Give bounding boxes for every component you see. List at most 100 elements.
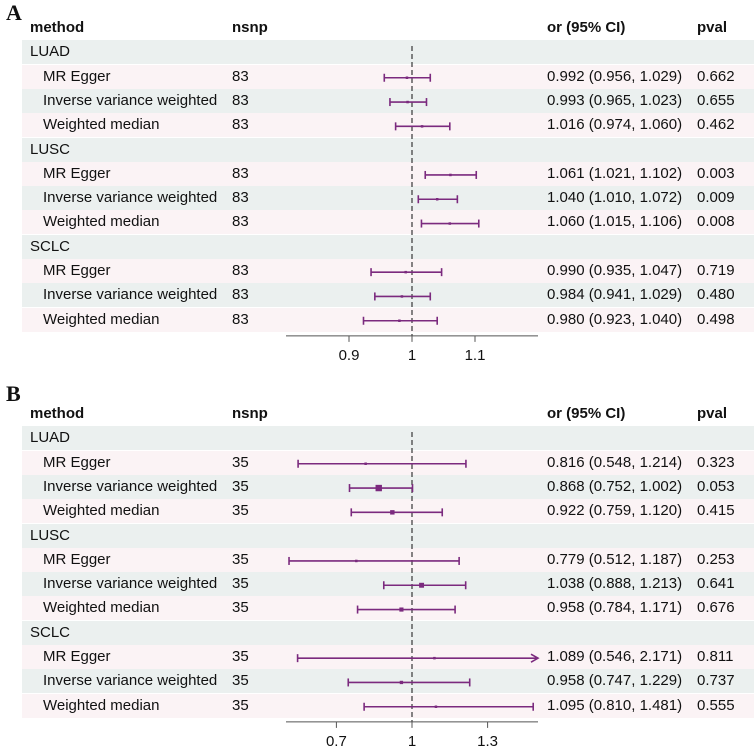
point-estimate [420, 125, 424, 128]
column-header-method: method [30, 19, 85, 36]
method-label: Inverse variance weighted [43, 189, 218, 207]
group-row-background [22, 426, 754, 451]
point-estimate [400, 295, 404, 298]
pval-value: 0.003 [697, 164, 735, 182]
pval-value: 0.641 [697, 575, 735, 593]
column-header-pval: pval [697, 19, 728, 36]
column-header-or: or (95% CI) [547, 405, 626, 422]
column-header-method: method [30, 405, 85, 422]
or-ci-value: 0.993 (0.965, 1.023) [547, 91, 683, 109]
method-label: Weighted median [43, 599, 160, 617]
pval-value: 0.737 [697, 672, 735, 690]
table-row [22, 645, 754, 669]
table-row [22, 88, 754, 113]
x-axis-tick-label: 1.3 [477, 733, 498, 747]
nsnp-value: 35 [232, 599, 249, 617]
nsnp-value: 35 [232, 648, 249, 665]
or-ci-value: 0.984 (0.941, 1.029) [547, 286, 683, 304]
or-ci-value: 0.779 (0.512, 1.187) [547, 550, 683, 568]
table-row [22, 186, 754, 211]
point-estimate [405, 76, 409, 79]
point-estimate [390, 510, 395, 515]
nsnp-value: 83 [232, 189, 249, 207]
method-label: Inverse variance weighted [43, 477, 218, 495]
table-row [22, 307, 754, 332]
table-row [22, 669, 754, 694]
pval-value: 0.498 [697, 310, 735, 328]
point-estimate [406, 100, 409, 104]
x-axis-tick-label: 0.9 [339, 347, 360, 364]
table-row [22, 596, 754, 621]
table-row [22, 283, 754, 308]
nsnp-value: 83 [232, 116, 249, 134]
point-estimate [449, 173, 452, 177]
method-label: Weighted median [43, 696, 160, 714]
group-row-background [22, 523, 754, 548]
method-label: MR Egger [43, 648, 111, 665]
pval-value: 0.555 [697, 696, 735, 714]
pval-value: 0.480 [697, 286, 735, 304]
method-label: MR Egger [43, 67, 111, 85]
pval-value: 0.323 [697, 453, 735, 471]
method-label: MR Egger [43, 550, 111, 568]
method-label: MR Egger [43, 453, 111, 471]
pval-value: 0.462 [697, 116, 735, 134]
pval-value: 0.415 [697, 502, 735, 520]
column-header-nsnp: nsnp [232, 405, 268, 422]
nsnp-value: 35 [232, 477, 249, 495]
or-ci-value: 1.060 (1.015, 1.106) [547, 213, 683, 231]
pval-value: 0.676 [697, 599, 735, 617]
or-ci-value: 1.038 (0.888, 1.213) [547, 575, 683, 593]
group-label: LUAD [30, 43, 71, 61]
group-label: SCLC [30, 237, 71, 255]
group-label: LUAD [30, 429, 71, 447]
or-ci-value: 1.089 (0.546, 2.171) [547, 648, 683, 665]
pval-value: 0.053 [697, 477, 735, 495]
table-row [22, 474, 754, 499]
group-row-background [22, 40, 754, 65]
panel-letter: A [6, 0, 22, 25]
nsnp-value: 83 [232, 262, 249, 279]
method-label: Weighted median [43, 310, 160, 328]
or-ci-value: 0.992 (0.956, 1.029) [547, 67, 683, 85]
or-ci-value: 1.095 (0.810, 1.481) [547, 696, 683, 714]
x-axis-tick-label: 1.1 [465, 347, 486, 364]
column-header-pval: pval [697, 405, 728, 422]
table-row [22, 547, 754, 572]
or-ci-value: 0.868 (0.752, 1.002) [547, 477, 683, 495]
method-label: Weighted median [43, 502, 160, 520]
x-axis-tick-label: 1 [408, 733, 416, 747]
point-estimate [448, 222, 452, 225]
table-row [22, 210, 754, 235]
nsnp-value: 35 [232, 575, 249, 593]
or-ci-value: 0.922 (0.759, 1.120) [547, 502, 683, 520]
nsnp-value: 35 [232, 672, 249, 690]
point-estimate [399, 680, 404, 685]
nsnp-value: 83 [232, 67, 249, 85]
table-row [22, 572, 754, 597]
or-ci-value: 0.816 (0.548, 1.214) [547, 453, 683, 471]
point-estimate [435, 198, 439, 201]
or-ci-value: 0.990 (0.935, 1.047) [547, 262, 683, 279]
point-estimate [404, 270, 407, 274]
point-estimate [399, 607, 404, 612]
pval-value: 0.662 [697, 67, 735, 85]
point-estimate [398, 319, 401, 322]
group-row-background [22, 137, 754, 162]
nsnp-value: 35 [232, 502, 249, 520]
panel-letter: B [6, 381, 21, 406]
group-row-background [22, 234, 754, 259]
column-header-or: or (95% CI) [547, 19, 626, 36]
group-label: LUSC [30, 140, 71, 158]
or-ci-value: 0.980 (0.923, 1.040) [547, 310, 683, 328]
group-label: SCLC [30, 623, 71, 641]
group-label: LUSC [30, 526, 71, 544]
table-row [22, 259, 754, 283]
point-estimate [364, 462, 367, 465]
table-row [22, 693, 754, 718]
pval-value: 0.253 [697, 550, 735, 568]
method-label: MR Egger [43, 164, 111, 182]
table-row [22, 161, 754, 186]
